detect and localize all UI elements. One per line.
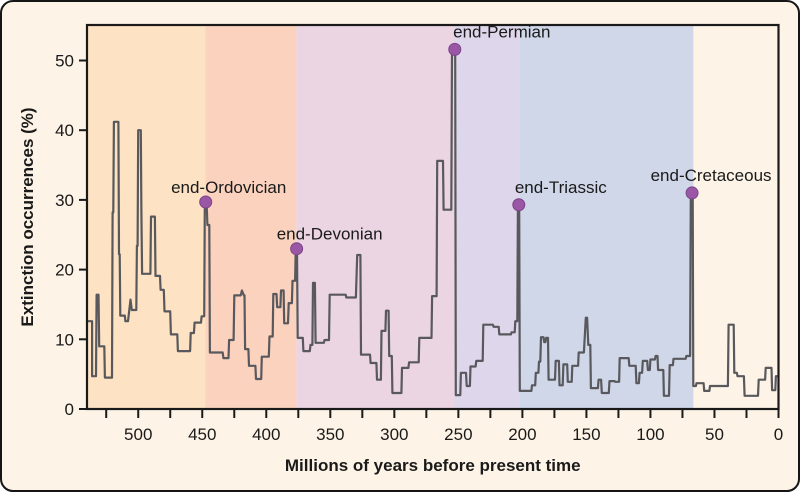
y-tick-label: 40	[55, 121, 74, 140]
x-tick-label: 450	[188, 425, 216, 444]
x-tick-label: 500	[124, 425, 152, 444]
y-axis-title: Extinction occurrences (%)	[18, 107, 37, 326]
x-tick-label: 100	[636, 425, 664, 444]
event-label: end-Permian	[453, 22, 550, 41]
event-marker-dot	[448, 42, 462, 56]
period-band-4	[519, 25, 694, 409]
x-tick-label: 300	[380, 425, 408, 444]
x-tick-label: 200	[508, 425, 536, 444]
x-tick-label: 0	[774, 425, 783, 444]
extinction-line	[85, 49, 780, 397]
x-tick-label: 400	[252, 425, 280, 444]
event-label: end-Ordovician	[171, 178, 286, 197]
x-tick-label: 50	[705, 425, 724, 444]
y-tick-label: 30	[55, 191, 74, 210]
event-marker-dot	[290, 242, 304, 256]
y-tick-label: 50	[55, 52, 74, 71]
event-label: end-Devonian	[277, 225, 383, 244]
y-tick-label: 0	[65, 400, 74, 419]
y-tick-label: 20	[55, 261, 74, 280]
event-marker-dot	[199, 195, 213, 209]
event-marker-dot	[685, 186, 699, 200]
period-band-3	[454, 25, 520, 409]
x-tick-label: 350	[316, 425, 344, 444]
x-tick-label: 250	[444, 425, 472, 444]
x-tick-label: 150	[572, 425, 600, 444]
y-tick-label: 10	[55, 330, 74, 349]
period-band-1	[205, 25, 297, 409]
event-label: end-Triassic	[515, 178, 607, 197]
event-marker-dot	[512, 198, 526, 212]
x-axis-title: Millions of years before present time	[285, 456, 581, 475]
period-band-0	[87, 25, 206, 409]
plot-border	[85, 23, 780, 411]
event-label: end-Cretaceous	[651, 166, 772, 185]
period-band-2	[296, 25, 455, 409]
